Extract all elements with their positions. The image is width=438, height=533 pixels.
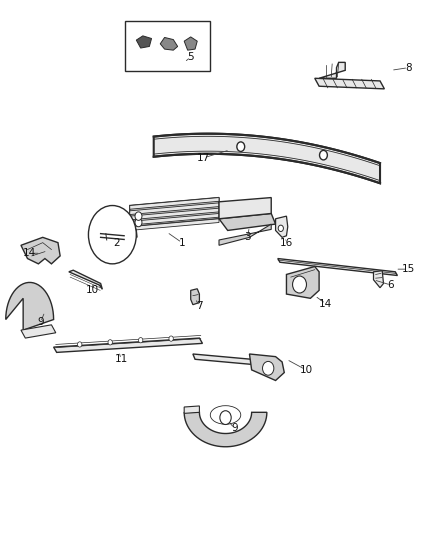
Polygon shape <box>130 214 219 225</box>
Polygon shape <box>219 198 271 219</box>
Text: 6: 6 <box>388 280 394 290</box>
Text: 8: 8 <box>405 63 412 72</box>
Polygon shape <box>154 134 380 183</box>
Polygon shape <box>219 214 276 230</box>
Polygon shape <box>69 270 102 289</box>
Text: 5: 5 <box>187 52 194 62</box>
Text: 7: 7 <box>196 301 203 311</box>
Polygon shape <box>53 338 202 352</box>
Text: 9: 9 <box>231 423 237 433</box>
Circle shape <box>135 218 142 227</box>
Polygon shape <box>374 271 384 288</box>
Polygon shape <box>130 198 219 209</box>
Text: 14: 14 <box>23 248 36 259</box>
Circle shape <box>262 361 274 375</box>
Polygon shape <box>193 354 254 365</box>
Polygon shape <box>278 259 397 276</box>
Text: 17: 17 <box>197 153 210 163</box>
Polygon shape <box>21 237 60 264</box>
Circle shape <box>320 150 327 160</box>
Text: 16: 16 <box>280 238 293 248</box>
Text: 10: 10 <box>86 285 99 295</box>
Circle shape <box>220 411 231 424</box>
Text: 3: 3 <box>244 232 251 243</box>
Polygon shape <box>250 354 284 381</box>
Polygon shape <box>6 282 53 330</box>
Polygon shape <box>130 198 219 227</box>
Polygon shape <box>130 208 219 220</box>
Polygon shape <box>276 216 288 237</box>
FancyBboxPatch shape <box>125 21 210 71</box>
Circle shape <box>78 342 82 347</box>
Polygon shape <box>286 266 319 298</box>
Text: 10: 10 <box>300 365 313 375</box>
Polygon shape <box>184 406 199 414</box>
Circle shape <box>138 337 143 343</box>
Circle shape <box>237 142 245 151</box>
Text: 9: 9 <box>37 317 44 327</box>
Polygon shape <box>184 37 197 50</box>
Circle shape <box>293 276 307 293</box>
Text: 11: 11 <box>114 354 128 364</box>
Polygon shape <box>21 325 56 338</box>
Polygon shape <box>130 219 219 230</box>
Polygon shape <box>191 289 199 305</box>
Polygon shape <box>219 224 271 245</box>
Polygon shape <box>315 78 385 89</box>
Polygon shape <box>319 62 345 78</box>
Text: 1: 1 <box>179 238 185 248</box>
Polygon shape <box>184 413 267 447</box>
Text: 15: 15 <box>402 264 415 274</box>
Polygon shape <box>136 36 152 48</box>
Polygon shape <box>130 227 137 237</box>
Circle shape <box>108 340 113 345</box>
Polygon shape <box>130 203 219 215</box>
Text: 14: 14 <box>319 298 332 309</box>
Circle shape <box>169 336 173 341</box>
Text: 2: 2 <box>113 238 120 248</box>
Circle shape <box>88 206 136 264</box>
Polygon shape <box>160 37 178 50</box>
Circle shape <box>135 212 142 220</box>
Circle shape <box>278 225 283 231</box>
